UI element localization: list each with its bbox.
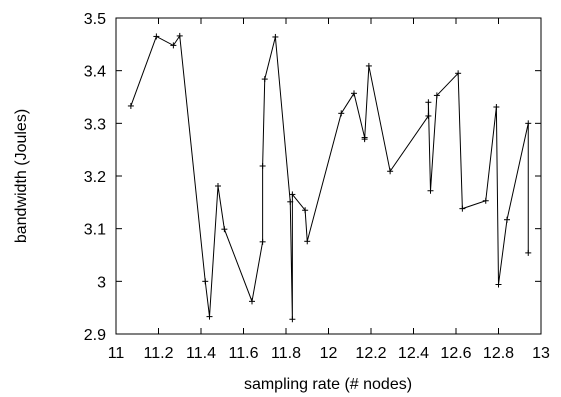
data-point	[259, 238, 266, 245]
data-point	[221, 226, 228, 233]
data-point	[206, 313, 213, 320]
x-tick-label: 11.6	[229, 345, 259, 362]
data-point	[287, 198, 294, 205]
y-axis: 2.9 3 3.1 3.2 3.3 3.4 3.5	[84, 11, 541, 344]
data-point	[302, 207, 309, 214]
data-point	[170, 42, 177, 49]
data-point	[425, 99, 432, 106]
y-tick-label: 3.3	[84, 116, 106, 133]
y-tick-label: 2.9	[84, 327, 106, 344]
y-axis-label: bandwidth (Joules)	[13, 109, 30, 243]
data-point	[525, 120, 532, 127]
series-line	[130, 34, 529, 320]
x-tick-label: 11.4	[186, 345, 216, 362]
y-tick-label: 3.4	[84, 64, 106, 81]
data-point	[272, 33, 279, 40]
data-point	[338, 110, 345, 117]
data-point	[304, 238, 311, 245]
y-tick-label: 3	[97, 274, 106, 291]
data-point	[365, 62, 372, 69]
data-point	[127, 102, 134, 109]
data-point	[425, 112, 432, 119]
data-point	[259, 162, 266, 169]
x-tick-label: 11	[108, 345, 125, 362]
data-point	[289, 191, 296, 198]
data-point	[482, 197, 489, 204]
x-tick-label: 12.4	[398, 345, 429, 362]
data-point	[215, 183, 221, 190]
data-point	[351, 90, 357, 97]
data-point	[525, 249, 532, 256]
data-point	[202, 278, 209, 285]
y-tick-label: 3.5	[84, 11, 106, 28]
data-point	[361, 136, 368, 143]
data-point	[153, 33, 160, 40]
x-tick-label: 13	[532, 345, 550, 362]
data-point	[504, 216, 510, 223]
x-tick-label: 12	[320, 345, 338, 362]
plot-frame	[115, 17, 542, 335]
data-point	[249, 298, 255, 305]
data-point	[433, 92, 440, 99]
y-tick-label: 3.2	[84, 169, 106, 186]
data-point	[387, 168, 394, 175]
x-tick-label: 12.2	[355, 345, 386, 362]
y-tick-label: 3.1	[84, 222, 106, 239]
data-point	[289, 316, 296, 323]
x-tick-label: 11.2	[144, 345, 174, 362]
data-point	[493, 104, 500, 111]
x-axis-label: sampling rate (# nodes)	[244, 376, 412, 393]
x-axis: 11 11.2 11.4 11.6 11.8 12 12.2 12.4 12.6 12.8 13	[108, 18, 550, 362]
data-point	[427, 187, 434, 194]
data-point	[495, 281, 502, 288]
data-points	[127, 32, 532, 323]
data-point	[455, 70, 462, 77]
x-tick-label: 12.8	[483, 345, 514, 362]
data-point	[261, 76, 268, 83]
x-tick-label: 12.6	[440, 345, 471, 362]
data-point	[176, 32, 183, 39]
x-tick-label: 11.8	[271, 345, 301, 362]
data-point	[459, 205, 466, 212]
